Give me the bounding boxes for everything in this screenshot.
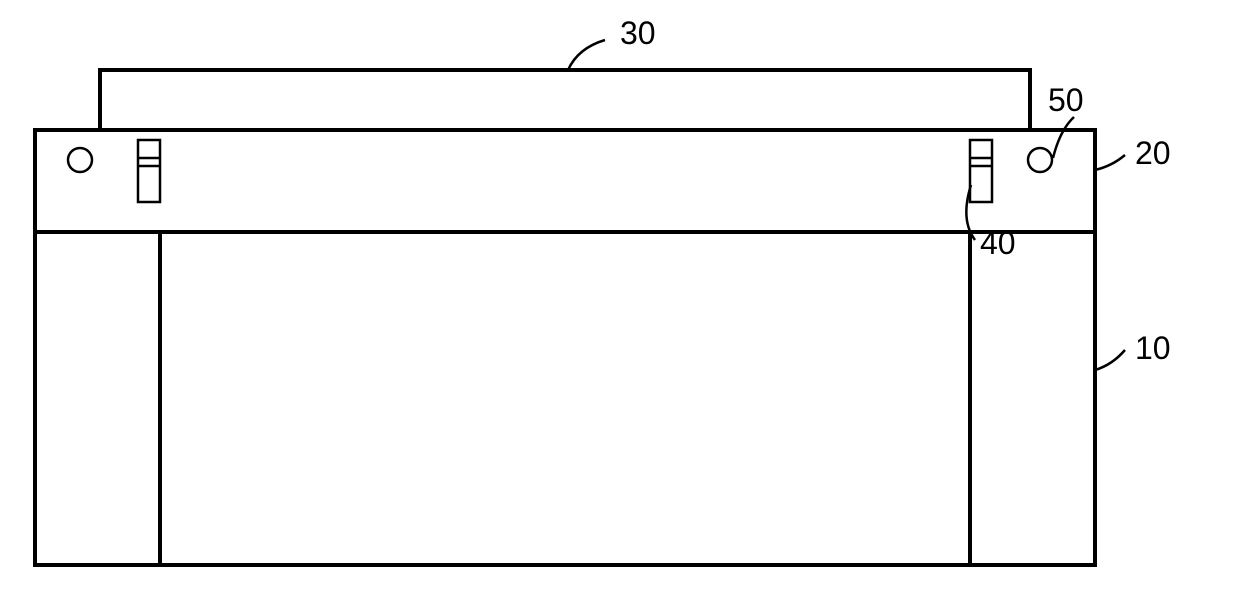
label-10: 10 [1135, 330, 1171, 367]
inner-cavity-rect [160, 232, 970, 565]
leader-50 [1053, 117, 1074, 158]
fastener-left [138, 140, 160, 202]
leader-30 [568, 40, 605, 70]
fastener-right [970, 140, 992, 202]
label-20: 20 [1135, 135, 1171, 172]
circle-left [68, 148, 92, 172]
leader-20 [1095, 155, 1125, 170]
label-30: 30 [620, 15, 656, 52]
diagram-container: 30 50 20 40 10 [0, 0, 1240, 594]
leader-10 [1095, 350, 1125, 370]
circle-right [1028, 148, 1052, 172]
label-40: 40 [980, 225, 1016, 262]
label-50: 50 [1048, 82, 1084, 119]
top-plate-rect [100, 70, 1030, 130]
outer-body-rect [35, 130, 1095, 565]
